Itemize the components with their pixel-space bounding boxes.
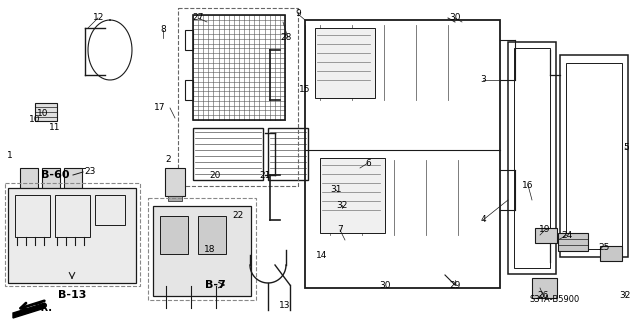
Text: S3YA-B5900: S3YA-B5900	[530, 295, 580, 305]
Text: 21: 21	[259, 170, 271, 180]
Text: 27: 27	[192, 13, 204, 23]
Text: 14: 14	[316, 250, 328, 259]
Text: 24: 24	[561, 231, 573, 240]
Bar	[168, 196, 182, 201]
Bar	[315, 28, 375, 98]
Text: 8: 8	[160, 26, 166, 34]
Text: 3: 3	[480, 76, 486, 85]
Bar	[165, 168, 185, 196]
Bar	[532, 278, 557, 298]
Text: 25: 25	[598, 243, 610, 253]
Bar	[198, 216, 226, 254]
Bar	[160, 216, 188, 254]
Text: 29: 29	[449, 280, 461, 290]
Bar	[178, 8, 298, 186]
Text: 26: 26	[538, 291, 548, 300]
Text: 11: 11	[49, 123, 61, 132]
Bar	[148, 198, 256, 300]
Text: 5: 5	[623, 144, 629, 152]
Bar	[185, 30, 193, 50]
Bar	[31, 193, 36, 198]
Ellipse shape	[154, 30, 172, 40]
Bar	[600, 246, 622, 261]
Text: 7: 7	[337, 226, 343, 234]
Circle shape	[450, 275, 460, 285]
Text: 32: 32	[620, 291, 630, 300]
Bar	[23, 193, 28, 198]
Text: B-60: B-60	[41, 170, 69, 180]
Bar	[560, 55, 628, 257]
Bar	[268, 128, 308, 180]
Bar	[5, 183, 140, 286]
Bar	[8, 188, 136, 283]
Text: 17: 17	[154, 103, 166, 113]
Text: 28: 28	[280, 33, 292, 42]
Bar	[20, 168, 38, 193]
Bar	[75, 193, 80, 198]
Bar	[42, 168, 60, 193]
Bar	[320, 158, 385, 233]
Text: 30: 30	[380, 280, 391, 290]
Polygon shape	[13, 303, 45, 318]
Text: 12: 12	[93, 13, 105, 23]
Text: FR.: FR.	[34, 303, 52, 313]
Bar	[193, 128, 263, 180]
Bar	[185, 80, 193, 100]
Text: 2: 2	[165, 155, 171, 165]
Bar	[15, 195, 50, 237]
Bar	[566, 63, 622, 249]
Text: 19: 19	[540, 226, 551, 234]
Bar	[35, 103, 57, 121]
Text: 1: 1	[7, 151, 13, 160]
Text: B-13: B-13	[58, 290, 86, 300]
Bar	[305, 20, 500, 288]
Text: 20: 20	[209, 170, 221, 180]
Bar	[193, 15, 285, 120]
Text: 15: 15	[300, 85, 311, 94]
Text: 10: 10	[29, 115, 41, 124]
Text: 10: 10	[37, 108, 49, 117]
Text: 16: 16	[522, 181, 534, 189]
Text: 18: 18	[204, 246, 216, 255]
Text: B-7: B-7	[205, 280, 225, 290]
Bar	[153, 206, 251, 296]
Bar	[535, 228, 557, 243]
Bar	[55, 195, 90, 237]
Bar	[67, 193, 72, 198]
Text: 6: 6	[365, 159, 371, 167]
Bar	[514, 48, 550, 268]
Text: 30: 30	[449, 13, 461, 23]
Bar	[508, 42, 556, 274]
Bar	[45, 193, 50, 198]
Text: 22: 22	[232, 211, 244, 219]
Text: 13: 13	[279, 300, 291, 309]
Bar	[558, 233, 588, 251]
Bar	[64, 168, 82, 193]
Text: 4: 4	[480, 216, 486, 225]
Text: 32: 32	[336, 201, 348, 210]
Text: 9: 9	[295, 10, 301, 19]
Bar	[53, 193, 58, 198]
Text: 31: 31	[330, 186, 342, 195]
Text: 23: 23	[84, 167, 96, 176]
Bar	[95, 195, 125, 225]
